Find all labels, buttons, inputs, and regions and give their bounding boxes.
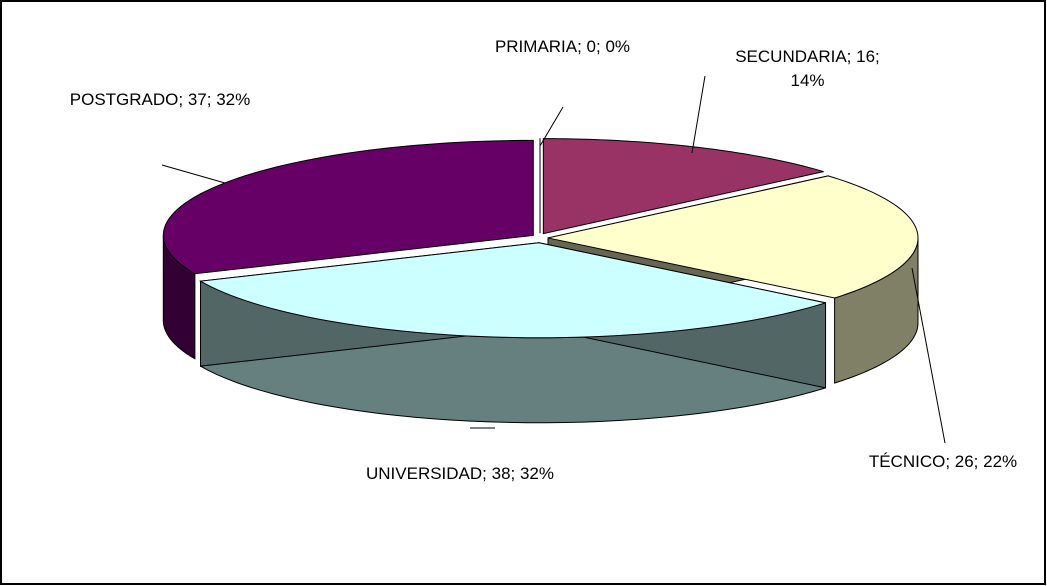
leader-line: [691, 75, 706, 154]
data-label: PRIMARIA; 0; 0%: [494, 37, 631, 56]
slice: [547, 175, 919, 299]
leader-line: [911, 267, 946, 444]
data-label: POSTGRADO; 37; 32%: [69, 90, 251, 109]
data-label: UNIVERSIDAD; 38; 32%: [365, 464, 554, 483]
slice: [542, 138, 824, 235]
leader-line: [539, 106, 564, 147]
leaders: [161, 75, 946, 444]
data-label: SECUNDARIA; 16; 14%: [735, 47, 880, 90]
slice: [198, 242, 826, 339]
leader-line: [161, 164, 226, 184]
tops: [162, 138, 919, 339]
data-label: TÉCNICO; 26; 22%: [868, 452, 1018, 471]
slice: [162, 139, 534, 275]
